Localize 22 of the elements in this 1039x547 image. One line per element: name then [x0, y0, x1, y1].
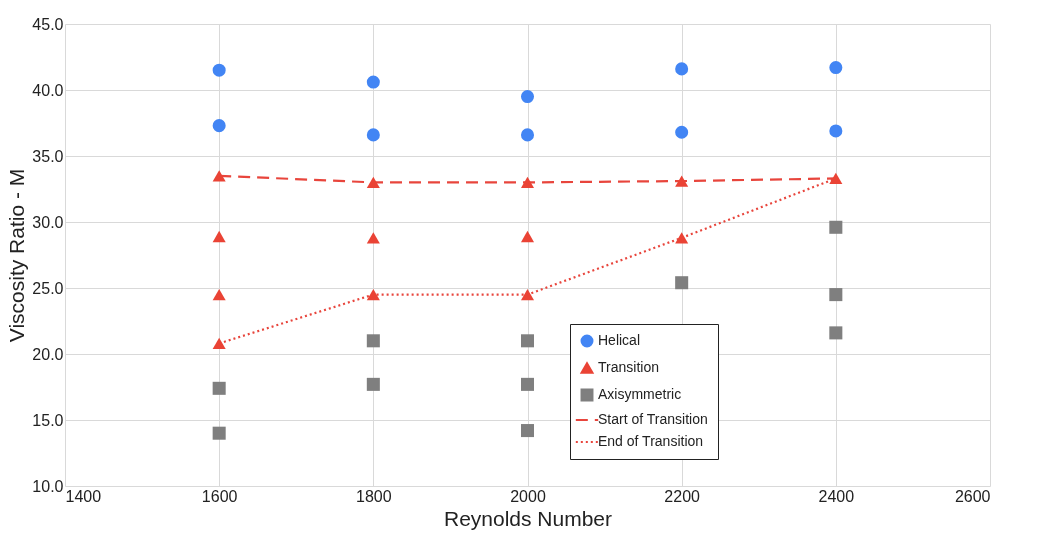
legend-label: Start of Transition — [598, 411, 708, 427]
x-tick-label: 1600 — [201, 487, 238, 505]
legend-label: Transition — [598, 359, 659, 375]
x-tick-label: 1400 — [65, 487, 102, 505]
x-tick-label: 2400 — [818, 487, 855, 505]
y-tick-label: 15.0 — [32, 411, 64, 429]
legend-label: Helical — [598, 332, 641, 348]
x-tick-label: 2200 — [664, 487, 701, 505]
y-tick-label: 25.0 — [32, 279, 64, 297]
y-tick-label: 45.0 — [32, 15, 64, 33]
y-axis-title: Viscosity Ratio - M — [5, 168, 29, 343]
y-tick-label: 40.0 — [32, 81, 64, 99]
y-tick-label: 35.0 — [32, 147, 64, 165]
legend-label: End of Transition — [598, 433, 704, 449]
legend-label: Axisymmetric — [598, 386, 682, 402]
y-tick-label: 10.0 — [32, 477, 64, 495]
x-tick-label: 2600 — [954, 487, 991, 505]
x-tick-label: 1800 — [356, 487, 392, 505]
x-axis-title: Reynolds Number — [443, 506, 613, 530]
x-tick-label: 2000 — [510, 487, 546, 505]
y-tick-label: 30.0 — [32, 213, 64, 231]
y-tick-label: 20.0 — [32, 345, 64, 363]
